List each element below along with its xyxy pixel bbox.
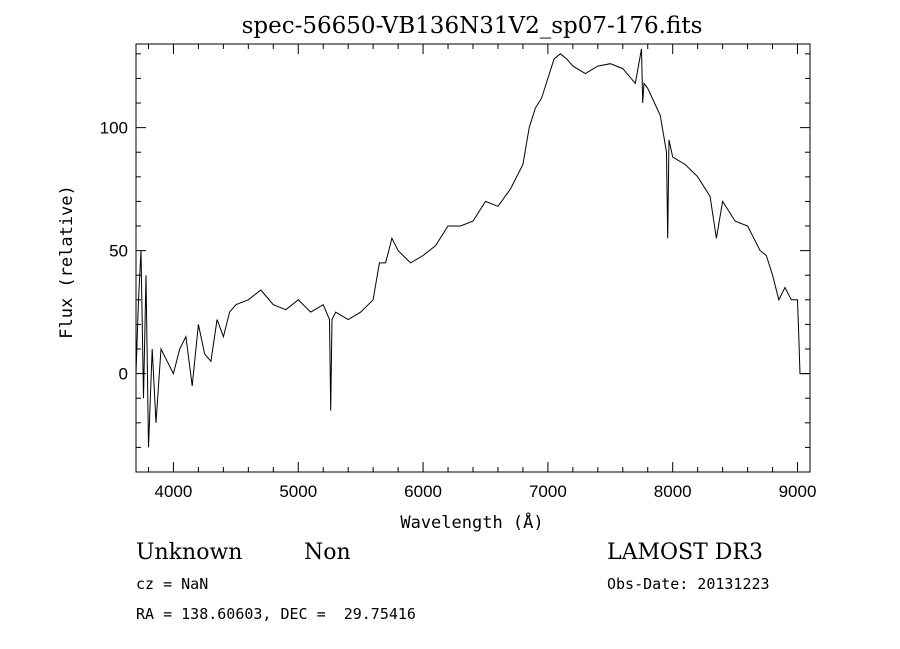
y-axis-ticks: 0 50 100 <box>100 53 810 448</box>
cz-label: cz = NaN <box>136 575 208 593</box>
x-tick-label: 6000 <box>404 482 442 501</box>
x-tick-label: 7000 <box>529 482 567 501</box>
obs-date-label: Obs-Date: 20131223 <box>607 575 770 593</box>
x-tick-label: 4000 <box>155 482 193 501</box>
survey-label: LAMOST DR3 <box>607 540 763 565</box>
y-tick-label: 100 <box>100 119 128 138</box>
x-tick-label: 9000 <box>779 482 817 501</box>
x-axis-ticks: 4000 5000 6000 7000 8000 9000 <box>147 44 817 501</box>
y-tick-label: 0 <box>119 365 128 384</box>
coords-label: RA = 138.60603, DEC = 29.75416 <box>136 605 416 623</box>
chart-title: spec-56650-VB136N31V2_sp07-176.fits <box>242 13 703 39</box>
subclass-label: Non <box>304 540 351 565</box>
x-axis-label: Wavelength (Å) <box>400 511 543 533</box>
x-tick-label: 5000 <box>279 482 317 501</box>
y-axis-label: Flux (relative) <box>57 185 77 339</box>
spectrum-line <box>135 48 810 448</box>
class-label: Unknown <box>136 540 242 565</box>
y-tick-label: 50 <box>109 242 128 261</box>
x-tick-label: 8000 <box>654 482 692 501</box>
plot-frame <box>135 43 811 473</box>
